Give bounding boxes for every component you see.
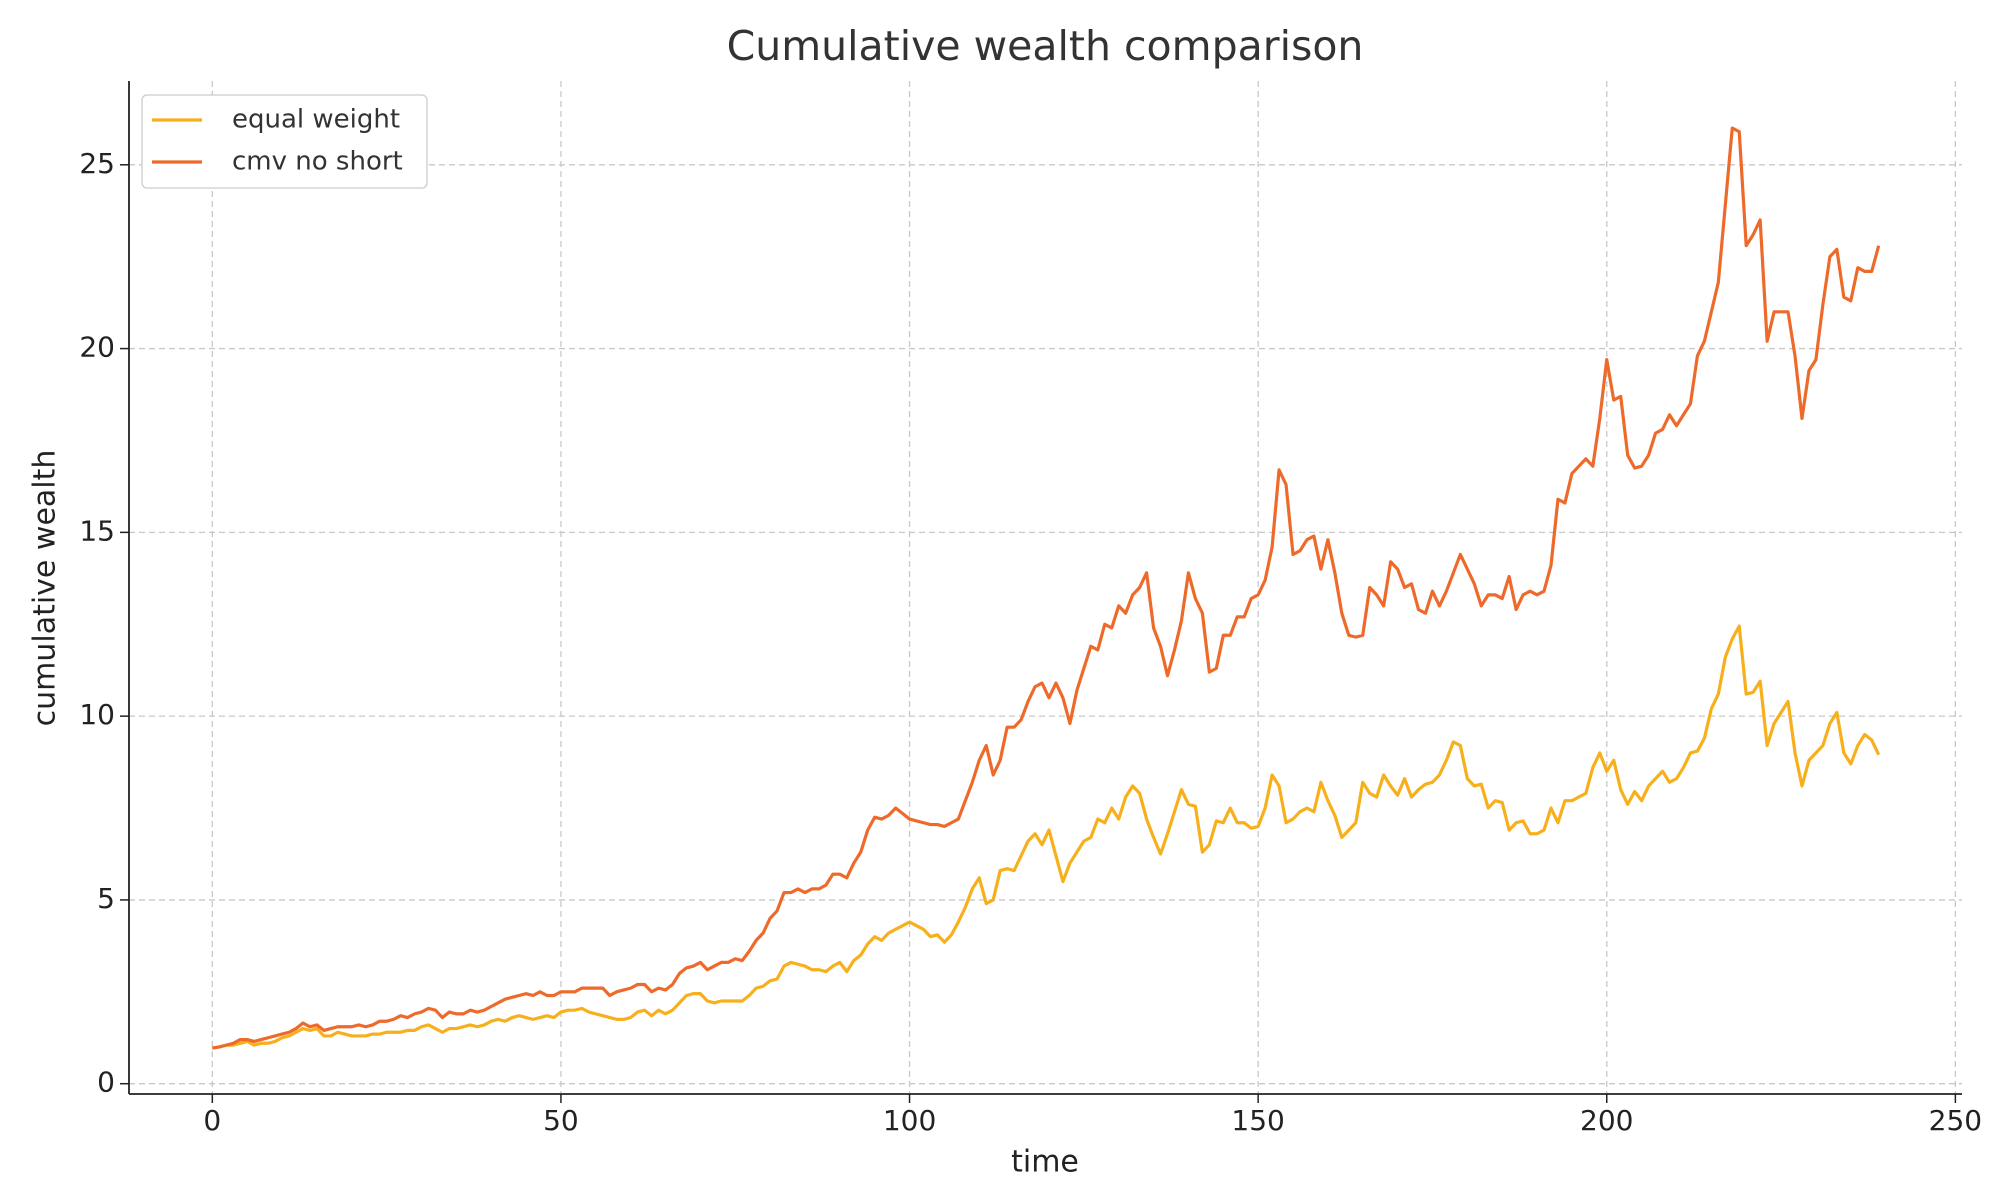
y-tick-label: 0: [97, 1066, 115, 1099]
legend-label: equal weight: [232, 105, 400, 135]
y-tick-label: 20: [79, 331, 115, 364]
grid: [129, 81, 1962, 1094]
x-tick-label: 150: [1231, 1104, 1284, 1137]
y-tick-label: 15: [79, 514, 115, 547]
x-axis-label: time: [1011, 1145, 1079, 1180]
data-line: [212, 624, 1881, 1050]
legend-label: cmv no short: [232, 147, 403, 177]
x-tick-label: 100: [883, 1104, 936, 1137]
y-axis-label: cumulative wealth: [28, 450, 63, 727]
x-tick-label: 0: [203, 1104, 221, 1137]
y-tick-label: 5: [97, 882, 115, 915]
y-tick-label: 25: [79, 147, 115, 180]
x-tick-label: 200: [1580, 1104, 1633, 1137]
data-line: [212, 126, 1881, 1050]
x-tick-label: 50: [543, 1104, 579, 1137]
y-tick-label: 10: [79, 698, 115, 731]
x-tick-label: 250: [1929, 1104, 1982, 1137]
chart-title: Cumulative wealth comparison: [727, 22, 1364, 70]
legend: equal weight cmv no short: [141, 94, 428, 189]
legend-box: [141, 94, 428, 189]
